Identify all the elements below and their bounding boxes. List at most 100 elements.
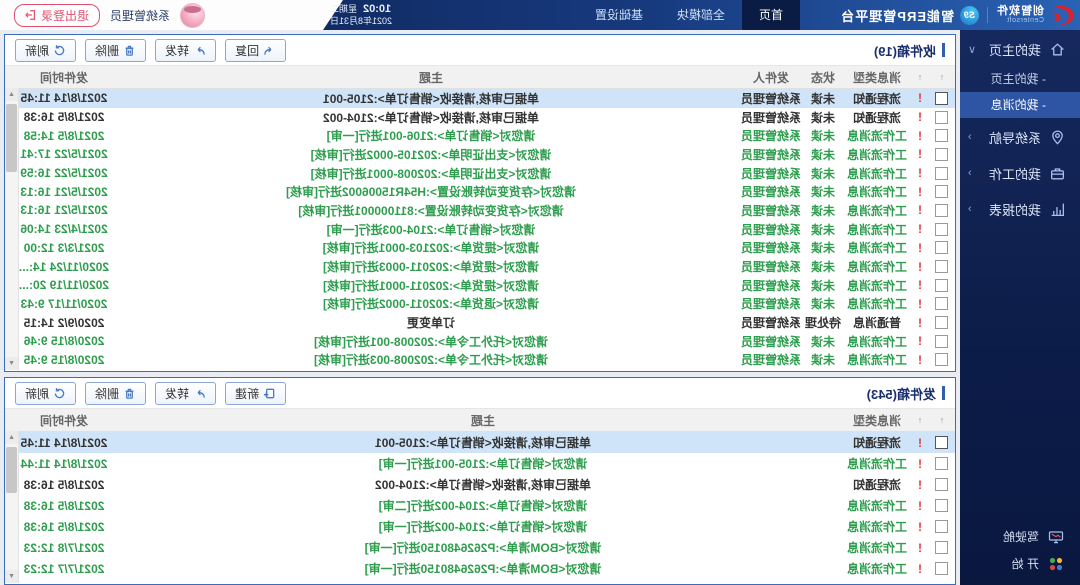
delete-button[interactable]: 删除 (85, 381, 147, 405)
inbox-message-row[interactable]: ! 工作流消息 未读 系统管理员 请您对<支出证明单>:202008-0001进… (5, 164, 955, 183)
row-checkbox[interactable] (935, 185, 949, 199)
sidebar-item[interactable]: 我的报表 › (960, 192, 1080, 226)
message-subject-link[interactable]: 请您对<销售订单>:2104-002进行[一审] (378, 520, 588, 534)
message-time: 2020/8/15 9:45 (23, 352, 105, 367)
message-subject-link[interactable]: 请您对<支出证明单>:202105-0002进行[审核] (310, 147, 552, 162)
inbox-message-row[interactable]: ! 工作流消息 未读 系统管理员 请您对<托外工令单>:202008-001进行… (5, 332, 955, 351)
row-checkbox[interactable] (935, 316, 949, 330)
row-checkbox[interactable] (935, 241, 949, 255)
sort-icon[interactable]: ↑ (939, 72, 945, 82)
message-subject-link[interactable]: 请您对<BOM清单>:P2626480150进行[一审] (364, 562, 602, 576)
scrollbar-thumb[interactable] (6, 104, 17, 172)
message-subject-link[interactable]: 单据已审核,请接收<销售订单>:2105-001 (374, 436, 592, 450)
message-subject-link[interactable]: 请您对<托外工令单>:202008-001进行[审核] (313, 334, 549, 349)
row-checkbox[interactable] (935, 91, 949, 105)
logout-button[interactable]: 退出登录 (14, 3, 101, 27)
sidebar-item-start[interactable]: 开 始 (960, 550, 1080, 577)
forward-button[interactable]: 转发 (155, 38, 217, 62)
refresh-button[interactable]: 刷新 (15, 38, 77, 62)
message-subject-link[interactable]: 请您对<支出证明单>:202008-0001进行[审核] (310, 166, 552, 181)
message-subject-link[interactable]: 请您对<销售订单>:2105-001进行[一审] (378, 457, 588, 471)
inbox-message-row[interactable]: ! 工作流消息 未读 系统管理员 请您对<提货单>:202011-0001进行[… (5, 276, 955, 295)
message-subject-link[interactable]: 请您对<提货单>:202011-0003进行[审核] (322, 260, 540, 275)
row-checkbox[interactable] (935, 297, 949, 311)
row-checkbox[interactable] (935, 260, 949, 274)
message-subject-link[interactable]: 请您对<退货单>:202011-0002进行[审核] (322, 297, 540, 312)
scroll-up-icon[interactable]: ▲ (5, 431, 18, 444)
message-subject-link[interactable]: 请您对<销售订单>:2104-003进行[一审] (326, 222, 536, 237)
message-subject-link[interactable]: 请您对<托外工令单>:202008-003进行[审核] (313, 353, 549, 368)
sort-icon[interactable]: ↑ (917, 415, 923, 425)
outbox-message-row[interactable]: ! 工作流消息 请您对<BOM清单>:P2626480150进行[一审] 202… (5, 537, 955, 558)
outbox-message-row[interactable]: ! 工作流消息 请您对<销售订单>:2104-002进行[二审] 2021/8/… (5, 495, 955, 516)
sidebar-subitem[interactable]: - 我的主页 (990, 72, 1046, 86)
row-checkbox[interactable] (935, 334, 949, 348)
sidebar-item-cockpit[interactable]: 驾驶舱 (960, 523, 1080, 550)
message-subject-link[interactable]: 订单变更 (407, 316, 456, 331)
scroll-up-icon[interactable]: ▲ (5, 88, 18, 101)
message-subject-link[interactable]: 请您对<提货单>:202011-0001进行[审核] (322, 278, 540, 293)
message-subject-link[interactable]: 请您对<提货单>:202103-0001进行[审核] (322, 241, 540, 256)
outbox-message-row[interactable]: ! 工作流消息 请您对<BOM清单>:P2626480150进行[一审] 202… (5, 558, 955, 579)
inbox-message-row[interactable]: ! 工作流消息 未读 系统管理员 请您对<存货变动转账设置>:H54R15006… (5, 182, 955, 201)
delete-button[interactable]: 删除 (85, 38, 147, 62)
new-button[interactable]: 新建 (225, 381, 287, 405)
row-checkbox[interactable] (935, 457, 949, 470)
inbox-message-row[interactable]: ! 工作流消息 未读 系统管理员 请您对<支出证明单>:202105-0002进… (5, 145, 955, 164)
message-subject-link[interactable]: 单据已审核,请接收<销售订单>:2104-002 (322, 110, 540, 125)
row-checkbox[interactable] (935, 478, 949, 491)
row-checkbox[interactable] (935, 203, 949, 217)
inbox-message-row[interactable]: ! 工作流消息 未读 系统管理员 请您对<提货单>:202103-0001进行[… (5, 239, 955, 258)
row-checkbox[interactable] (935, 520, 949, 533)
message-subject-link[interactable]: 请您对<BOM清单>:P2626480150进行[一审] (364, 541, 602, 555)
inbox-message-row[interactable]: ! 流程通知 未读 系统管理员 单据已审核,请接收<销售订单>:2104-002… (5, 108, 955, 127)
outbox-message-row[interactable]: ! 流程通知 单据已审核,请接收<销售订单>:2104-002 2021/8/5… (5, 474, 955, 495)
message-subject-link[interactable]: 单据已审核,请接收<销售订单>:2105-001 (322, 91, 540, 106)
inbox-message-row[interactable]: ! 工作流消息 未读 系统管理员 请您对<提货单>:202011-0003进行[… (5, 257, 955, 276)
inbox-scrollbar[interactable]: ▲ ▼ (5, 88, 19, 370)
row-checkbox[interactable] (935, 129, 949, 143)
nav-tab[interactable]: 首页 (741, 0, 800, 30)
outbox-message-row[interactable]: ! 流程通知 单据已审核,请接收<销售订单>:2105-001 2021/8/1… (5, 432, 955, 453)
reply-button[interactable]: 回复 (225, 38, 287, 62)
message-subject-link[interactable]: 请您对<存货变动转账设置>:811000001进行[审核] (298, 203, 564, 218)
refresh-button[interactable]: 刷新 (15, 381, 77, 405)
sidebar-item[interactable]: 我的主页 ∨ (960, 32, 1080, 66)
scrollbar-thumb[interactable] (6, 447, 17, 493)
nav-tab[interactable]: 全部模块 (676, 8, 725, 22)
sort-icon[interactable]: ↑ (917, 72, 923, 82)
message-subject-link[interactable]: 请您对<销售订单>:2104-002进行[二审] (378, 499, 588, 513)
row-checkbox[interactable] (935, 110, 949, 124)
inbox-message-row[interactable]: ! 工作流消息 未读 系统管理员 请您对<销售订单>:2106-001进行[一审… (5, 126, 955, 145)
scroll-down-icon[interactable]: ▼ (5, 357, 18, 370)
row-checkbox[interactable] (935, 166, 949, 180)
row-checkbox[interactable] (935, 499, 949, 512)
forward-button[interactable]: 转发 (155, 381, 217, 405)
message-subject-link[interactable]: 请您对<存货变动转账设置>:H54R15006002进行[审核] (285, 185, 577, 200)
sidebar-subitem[interactable]: - 我的消息 (960, 92, 1080, 118)
message-subject-link[interactable]: 请您对<销售订单>:2106-001进行[一审] (326, 129, 536, 144)
inbox-message-row[interactable]: ! 工作流消息 未读 系统管理员 请您对<托外工令单>:202008-003进行… (5, 351, 955, 370)
sidebar-item[interactable]: 我的工作 › (960, 156, 1080, 190)
outbox-message-row[interactable]: ! 工作流消息 请您对<销售订单>:2104-002进行[一审] 2021/8/… (5, 516, 955, 537)
row-checkbox[interactable] (935, 222, 949, 236)
inbox-message-row[interactable]: ! 流程通知 未读 系统管理员 单据已审核,请接收<销售订单>:2105-001… (5, 89, 955, 108)
inbox-message-row[interactable]: ! 工作流消息 未读 系统管理员 请您对<销售订单>:2104-003进行[一审… (5, 220, 955, 239)
row-checkbox[interactable] (935, 436, 949, 449)
inbox-message-row[interactable]: ! 工作流消息 未读 系统管理员 请您对<退货单>:202011-0002进行[… (5, 295, 955, 314)
sort-icon[interactable]: ↑ (939, 415, 945, 425)
row-checkbox[interactable] (935, 147, 949, 161)
message-subject-link[interactable]: 单据已审核,请接收<销售订单>:2104-002 (374, 478, 592, 492)
row-checkbox[interactable] (935, 353, 949, 367)
outbox-scrollbar[interactable]: ▲ ▼ (5, 431, 19, 583)
nav-tab[interactable]: 基础设置 (594, 8, 643, 22)
row-checkbox[interactable] (935, 562, 949, 575)
scroll-down-icon[interactable]: ▼ (5, 570, 18, 583)
user-avatar[interactable] (180, 2, 206, 28)
inbox-message-row[interactable]: ! 普通消息 待处理 系统管理员 订单变更 2020/9/2 14:15 (5, 313, 955, 332)
inbox-message-row[interactable]: ! 工作流消息 未读 系统管理员 请您对<存货变动转账设置>:811000001… (5, 201, 955, 220)
row-checkbox[interactable] (935, 278, 949, 292)
outbox-message-row[interactable]: ! 工作流消息 请您对<销售订单>:2105-001进行[一审] 2021/8/… (5, 453, 955, 474)
row-checkbox[interactable] (935, 541, 949, 554)
sidebar-item[interactable]: 系统导航 › (960, 120, 1080, 154)
